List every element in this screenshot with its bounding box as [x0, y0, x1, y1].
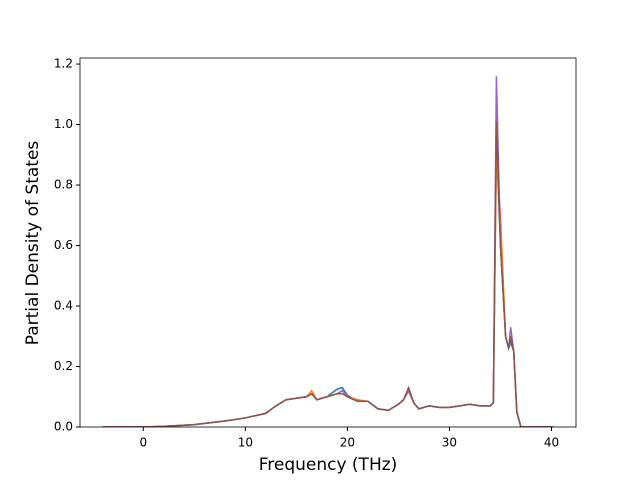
x-tick-label: 40 [544, 436, 559, 450]
series-line [102, 121, 554, 427]
x-tick-label: 20 [340, 436, 355, 450]
x-tick-label: 0 [139, 436, 147, 450]
series-line [102, 139, 554, 427]
y-tick-label: 1.2 [54, 57, 73, 71]
x-tick-label: 10 [238, 436, 253, 450]
x-tick-label: 30 [442, 436, 457, 450]
y-axis-label: Partial Density of States [23, 141, 43, 346]
plot-frame [79, 57, 577, 428]
series-line [102, 76, 554, 427]
y-tick-label: 0.4 [54, 299, 73, 313]
series-line [102, 154, 554, 427]
y-tick-label: 1.0 [54, 117, 73, 131]
y-tick-label: 0.2 [54, 359, 73, 373]
y-tick-label: 0.0 [54, 420, 73, 434]
y-tick-label: 0.8 [54, 178, 73, 192]
x-axis-label: Frequency (THz) [259, 455, 398, 475]
y-tick-label: 0.6 [54, 238, 73, 252]
